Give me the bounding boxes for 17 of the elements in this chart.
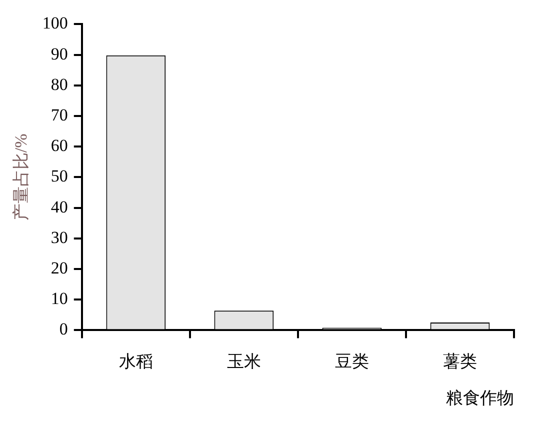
y-tick-label: 20: [50, 258, 68, 278]
y-tick-label: 60: [50, 136, 68, 156]
y-tick-label: 10: [50, 289, 68, 308]
x-axis-title: 粮食作物: [446, 388, 514, 408]
x-tick-label: 水稻: [118, 352, 153, 371]
y-tick-label: 50: [50, 166, 68, 186]
x-tick-label: 豆类: [334, 352, 369, 371]
y-tick-label: 100: [42, 14, 68, 33]
y-tick-label: 30: [50, 228, 68, 247]
y-tick-label: 80: [50, 74, 68, 94]
y-tick-label: 70: [50, 105, 68, 124]
y-tick-label: 0: [59, 320, 68, 339]
y-axis-title: 产量占比/%: [12, 134, 31, 221]
y-tick-label: 40: [50, 197, 68, 216]
x-tick-label: 薯类: [442, 352, 477, 371]
x-tick-label: 玉米: [226, 352, 261, 371]
y-tick-label: 90: [50, 44, 68, 64]
